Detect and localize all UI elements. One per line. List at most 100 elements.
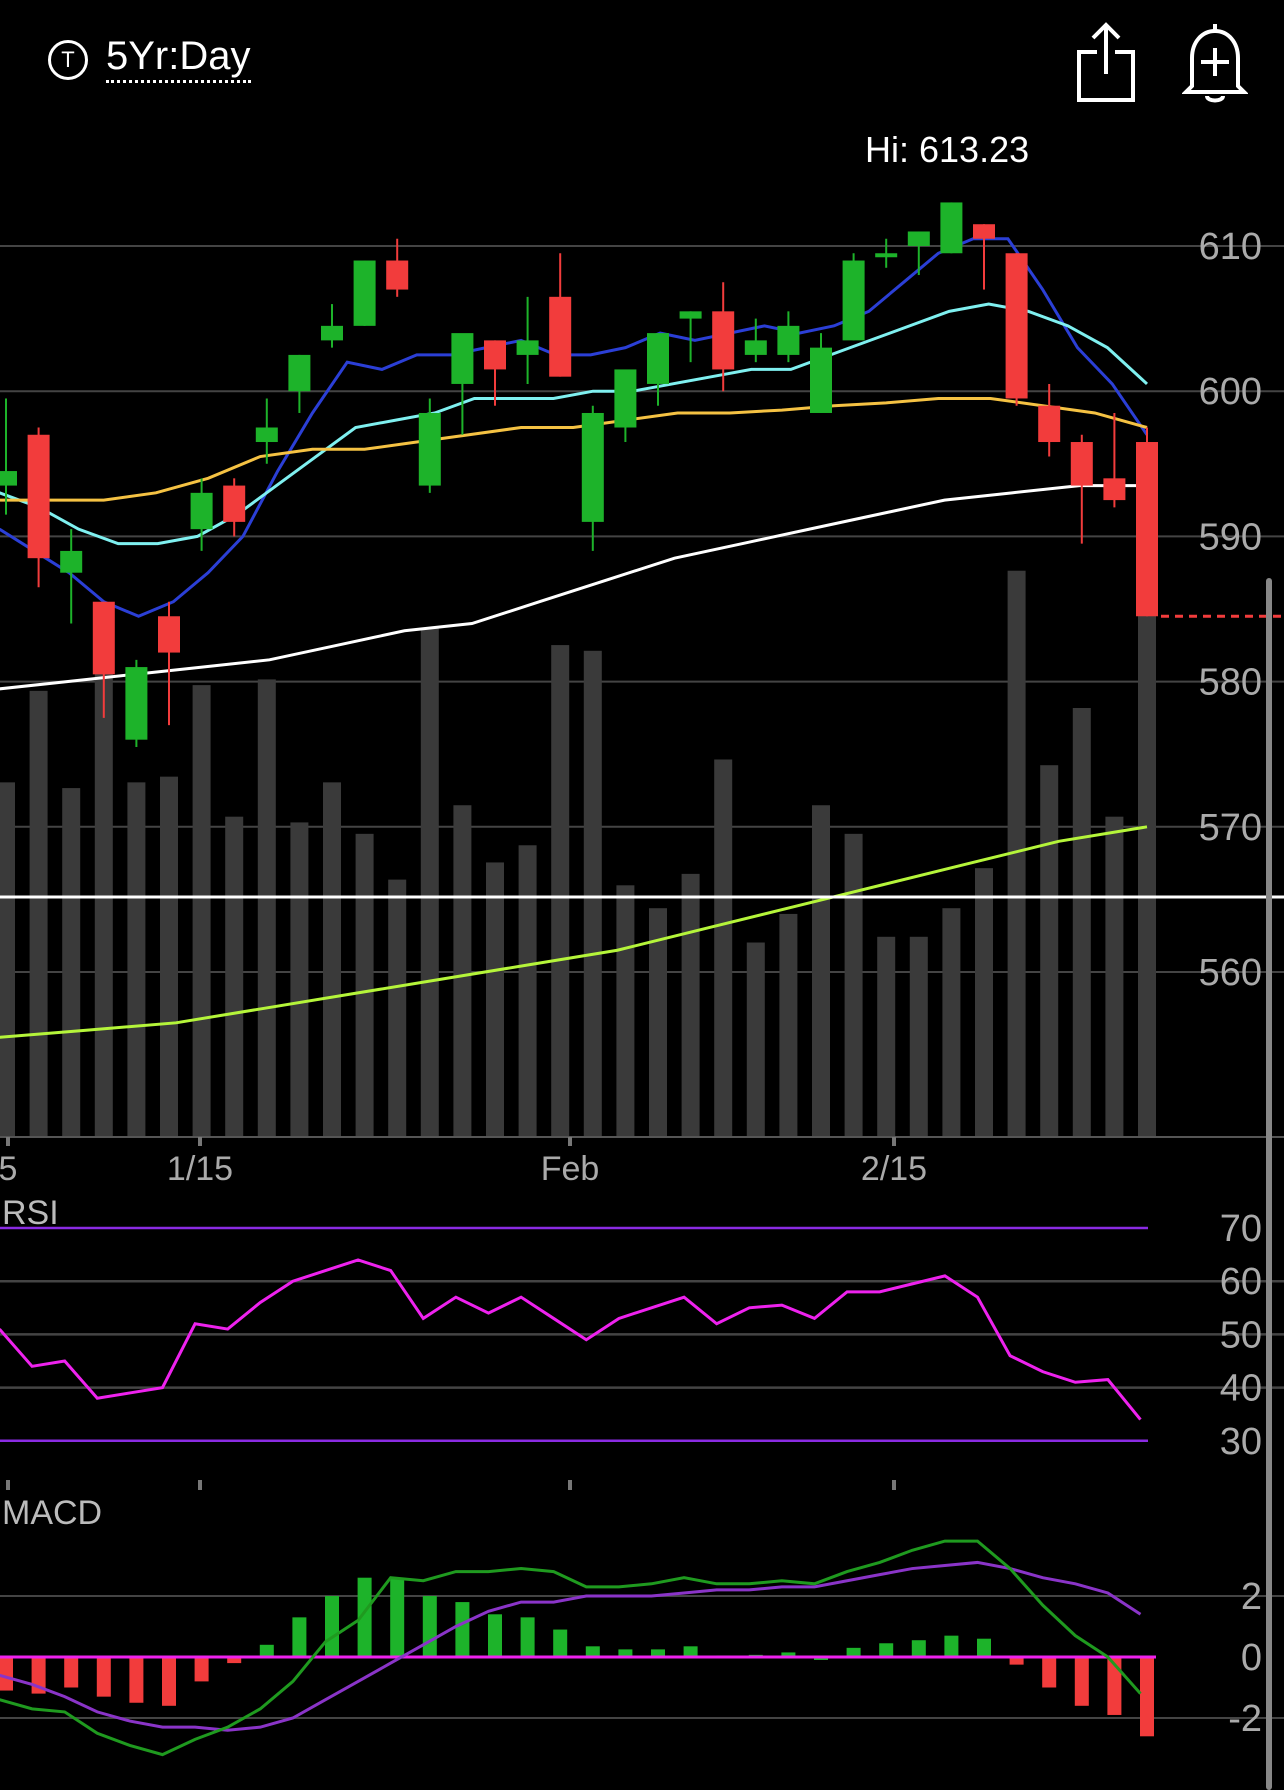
macd-hist-bar-18 bbox=[585, 1646, 600, 1657]
macd-hist-bar-12 bbox=[390, 1577, 405, 1657]
volume-bar-33 bbox=[1072, 708, 1091, 1137]
volume-bar-21 bbox=[681, 873, 700, 1137]
macd-hist-bar-29 bbox=[944, 1635, 959, 1657]
volume-bar-35 bbox=[1138, 576, 1156, 1137]
rsi-tick-30: 30 bbox=[1220, 1421, 1262, 1463]
moving-average-ma_cyan bbox=[0, 302, 1149, 546]
candle-body-32 bbox=[1038, 405, 1061, 443]
candle-body-0 bbox=[0, 471, 17, 486]
candle-19 bbox=[614, 369, 637, 443]
volume-bar-29 bbox=[942, 908, 961, 1137]
volume-bar-16 bbox=[518, 845, 537, 1137]
candle-body-23 bbox=[744, 340, 767, 355]
macd-hist-bar-32 bbox=[1042, 1657, 1057, 1688]
share-icon[interactable] bbox=[1075, 22, 1137, 102]
add-alert-bell-icon[interactable] bbox=[1182, 20, 1248, 104]
macd-hist-bar-7 bbox=[227, 1657, 242, 1664]
volume-bar-2 bbox=[62, 788, 81, 1137]
rsi-line bbox=[0, 1258, 1142, 1421]
volume-bar-26 bbox=[844, 833, 863, 1137]
macd-hist-bar-19 bbox=[618, 1649, 633, 1657]
volume-bar-20 bbox=[649, 908, 667, 1137]
candle-3 bbox=[92, 601, 115, 718]
volume-bar-34 bbox=[1105, 816, 1124, 1137]
candle-29 bbox=[940, 202, 963, 254]
candle-22 bbox=[712, 282, 735, 392]
macd-hist-bar-5 bbox=[162, 1657, 176, 1706]
candle-27 bbox=[875, 238, 898, 268]
rsi-tick-60: 60 bbox=[1220, 1261, 1262, 1303]
price-tick-600: 600 bbox=[1199, 371, 1262, 413]
candle-body-28 bbox=[907, 231, 930, 246]
candle-body-22 bbox=[712, 311, 735, 370]
candle-4 bbox=[125, 659, 148, 747]
volume-bar-1 bbox=[29, 690, 48, 1137]
candle-body-13 bbox=[418, 412, 441, 486]
candle-body-24 bbox=[777, 325, 800, 355]
volume-bar-27 bbox=[877, 936, 896, 1137]
candle-33 bbox=[1070, 434, 1093, 544]
macd-hist-bar-20 bbox=[651, 1649, 665, 1657]
macd-hist-bar-35 bbox=[1140, 1657, 1154, 1737]
macd-hist-bar-3 bbox=[96, 1657, 111, 1697]
high-price-label: Hi: 613.23 bbox=[865, 129, 1029, 170]
candle-body-1 bbox=[27, 434, 50, 559]
macd-hist-bar-30 bbox=[977, 1638, 991, 1657]
macd-tick-0: 0 bbox=[1241, 1637, 1262, 1679]
price-tick-560: 560 bbox=[1199, 952, 1262, 994]
candle-8 bbox=[255, 398, 278, 464]
macd-hist-bar-17 bbox=[553, 1629, 568, 1657]
candle-16 bbox=[516, 296, 539, 384]
candle-15 bbox=[484, 340, 506, 406]
candle-body-27 bbox=[875, 253, 898, 258]
candle-body-19 bbox=[614, 369, 637, 428]
candle-body-16 bbox=[516, 340, 539, 355]
volume-bar-11 bbox=[355, 833, 374, 1137]
candle-7 bbox=[223, 478, 246, 537]
macd-hist-bar-10 bbox=[325, 1596, 339, 1657]
macd-hist-bar-8 bbox=[259, 1644, 274, 1657]
candle-body-34 bbox=[1103, 478, 1126, 501]
volume-bar-8 bbox=[257, 679, 276, 1137]
macd-hist-bar-33 bbox=[1074, 1657, 1089, 1706]
ticker-info-icon[interactable]: T bbox=[48, 40, 88, 80]
candle-body-30 bbox=[973, 224, 995, 239]
volume-bar-9 bbox=[290, 822, 309, 1137]
rsi-tick-40: 40 bbox=[1220, 1368, 1262, 1410]
candle-23 bbox=[744, 318, 767, 363]
volume-bar-14 bbox=[453, 805, 472, 1137]
scrollbar[interactable] bbox=[1266, 578, 1272, 1790]
candle-body-12 bbox=[386, 260, 409, 290]
candle-body-4 bbox=[125, 667, 148, 740]
volume-bar-24 bbox=[779, 913, 798, 1137]
candle-body-5 bbox=[158, 616, 180, 653]
macd-tick--2: -2 bbox=[1228, 1698, 1262, 1740]
macd-hist-bar-27 bbox=[879, 1643, 894, 1657]
candle-12 bbox=[386, 238, 409, 297]
candle-body-2 bbox=[60, 550, 83, 573]
volume-bar-15 bbox=[486, 862, 504, 1137]
macd-hist-bar-24 bbox=[781, 1652, 796, 1657]
volume-bar-23 bbox=[746, 942, 765, 1137]
x-tick-1/15: 1/15 bbox=[167, 1150, 233, 1188]
macd-hist-bar-34 bbox=[1107, 1657, 1122, 1715]
candle-26 bbox=[842, 253, 865, 341]
price-tick-590: 590 bbox=[1199, 516, 1262, 558]
volume-bar-18 bbox=[583, 650, 602, 1137]
time-range-selector[interactable]: 5Yr:Day bbox=[106, 32, 251, 83]
candle-2 bbox=[60, 529, 83, 624]
candle-14 bbox=[451, 333, 474, 435]
macd-hist-bar-13 bbox=[422, 1596, 437, 1657]
macd-hist-bar-28 bbox=[911, 1640, 926, 1657]
price-tick-570: 570 bbox=[1199, 807, 1262, 849]
candle-body-33 bbox=[1070, 442, 1093, 486]
macd-hist-bar-31 bbox=[1009, 1657, 1024, 1665]
candle-body-17 bbox=[549, 296, 572, 377]
x-tick-Feb: Feb bbox=[541, 1150, 600, 1188]
candle-0 bbox=[0, 398, 17, 515]
chart-header: T 5Yr:Day bbox=[0, 0, 1284, 120]
candle-body-10 bbox=[321, 325, 343, 341]
volume-bar-12 bbox=[388, 879, 407, 1137]
candle-body-7 bbox=[223, 485, 246, 522]
